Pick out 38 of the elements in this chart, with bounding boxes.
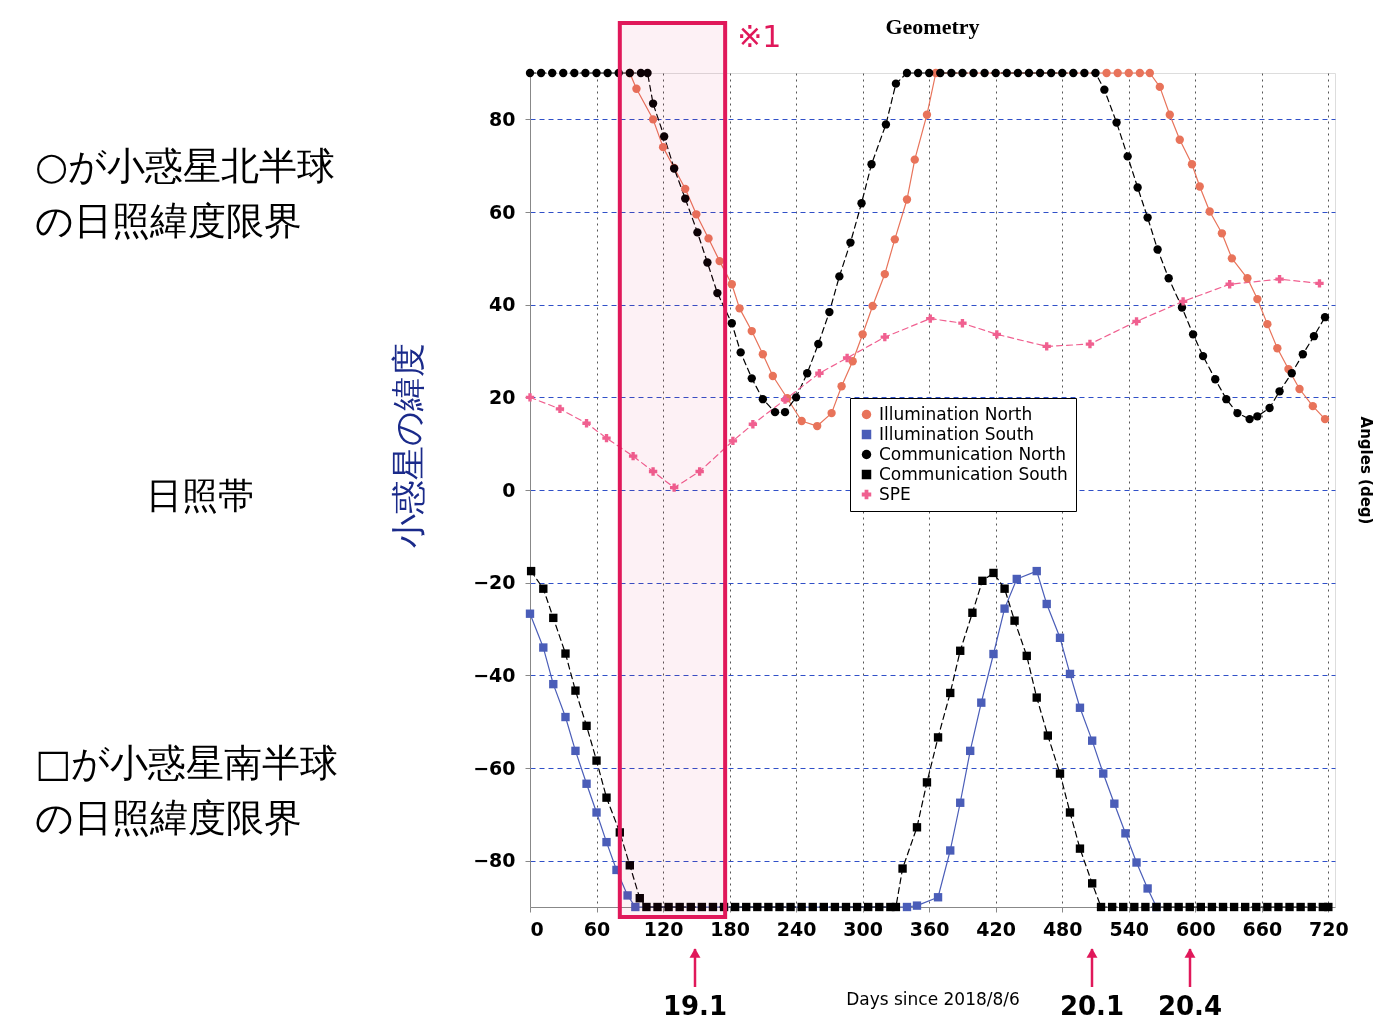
y-tick-label: 0	[502, 478, 516, 501]
text: 小惑星の緯度	[388, 342, 428, 548]
legend-label: Illumination North	[879, 403, 1033, 424]
legend-label: SPE	[879, 483, 911, 504]
chart-title: Geometry	[885, 14, 980, 39]
y-tick-label: −80	[473, 849, 516, 872]
x-tick-label: 540	[1109, 917, 1150, 940]
x-tick-label: 480	[1042, 917, 1083, 940]
x-tick-label: 660	[1242, 917, 1283, 940]
x-tick-label: 420	[976, 917, 1017, 940]
text: □が小惑星南半球の日照緯度限界	[35, 741, 338, 841]
y-tick-label: 20	[489, 385, 516, 408]
y-tick-label: 60	[489, 200, 516, 223]
y-tick-label: −20	[473, 571, 516, 594]
x-tick-label: 0	[530, 917, 544, 940]
x-axis-title: Days since 2018/8/6	[846, 988, 1020, 1009]
x-tick-label: 720	[1309, 917, 1349, 940]
y-tick-label: −60	[473, 756, 516, 779]
y-tick-label: 40	[489, 293, 516, 316]
legend-label: Communication South	[879, 463, 1068, 484]
band-label: ※1	[737, 19, 782, 54]
y-axis-title: Angles (deg)	[1356, 416, 1375, 525]
y-tick-label: −40	[473, 663, 516, 686]
x-tick-label: 60	[583, 917, 611, 940]
text: 日照帯	[146, 475, 254, 516]
text: 19.1	[662, 991, 728, 1021]
text: 20.1	[1059, 991, 1125, 1021]
legend-label: Communication North	[879, 443, 1066, 464]
y-tick-label: 80	[489, 107, 516, 130]
text: 20.4	[1157, 991, 1223, 1021]
x-tick-label: 120	[643, 917, 684, 940]
text: ○が小惑星北半球の日照緯度限界	[35, 144, 336, 244]
x-tick-label: 240	[776, 917, 817, 940]
x-tick-label: 180	[710, 917, 750, 940]
x-tick-label: 360	[909, 917, 950, 940]
x-tick-label: 600	[1175, 917, 1216, 940]
x-tick-label: 300	[843, 917, 883, 940]
legend-label: Illumination South	[879, 423, 1035, 444]
